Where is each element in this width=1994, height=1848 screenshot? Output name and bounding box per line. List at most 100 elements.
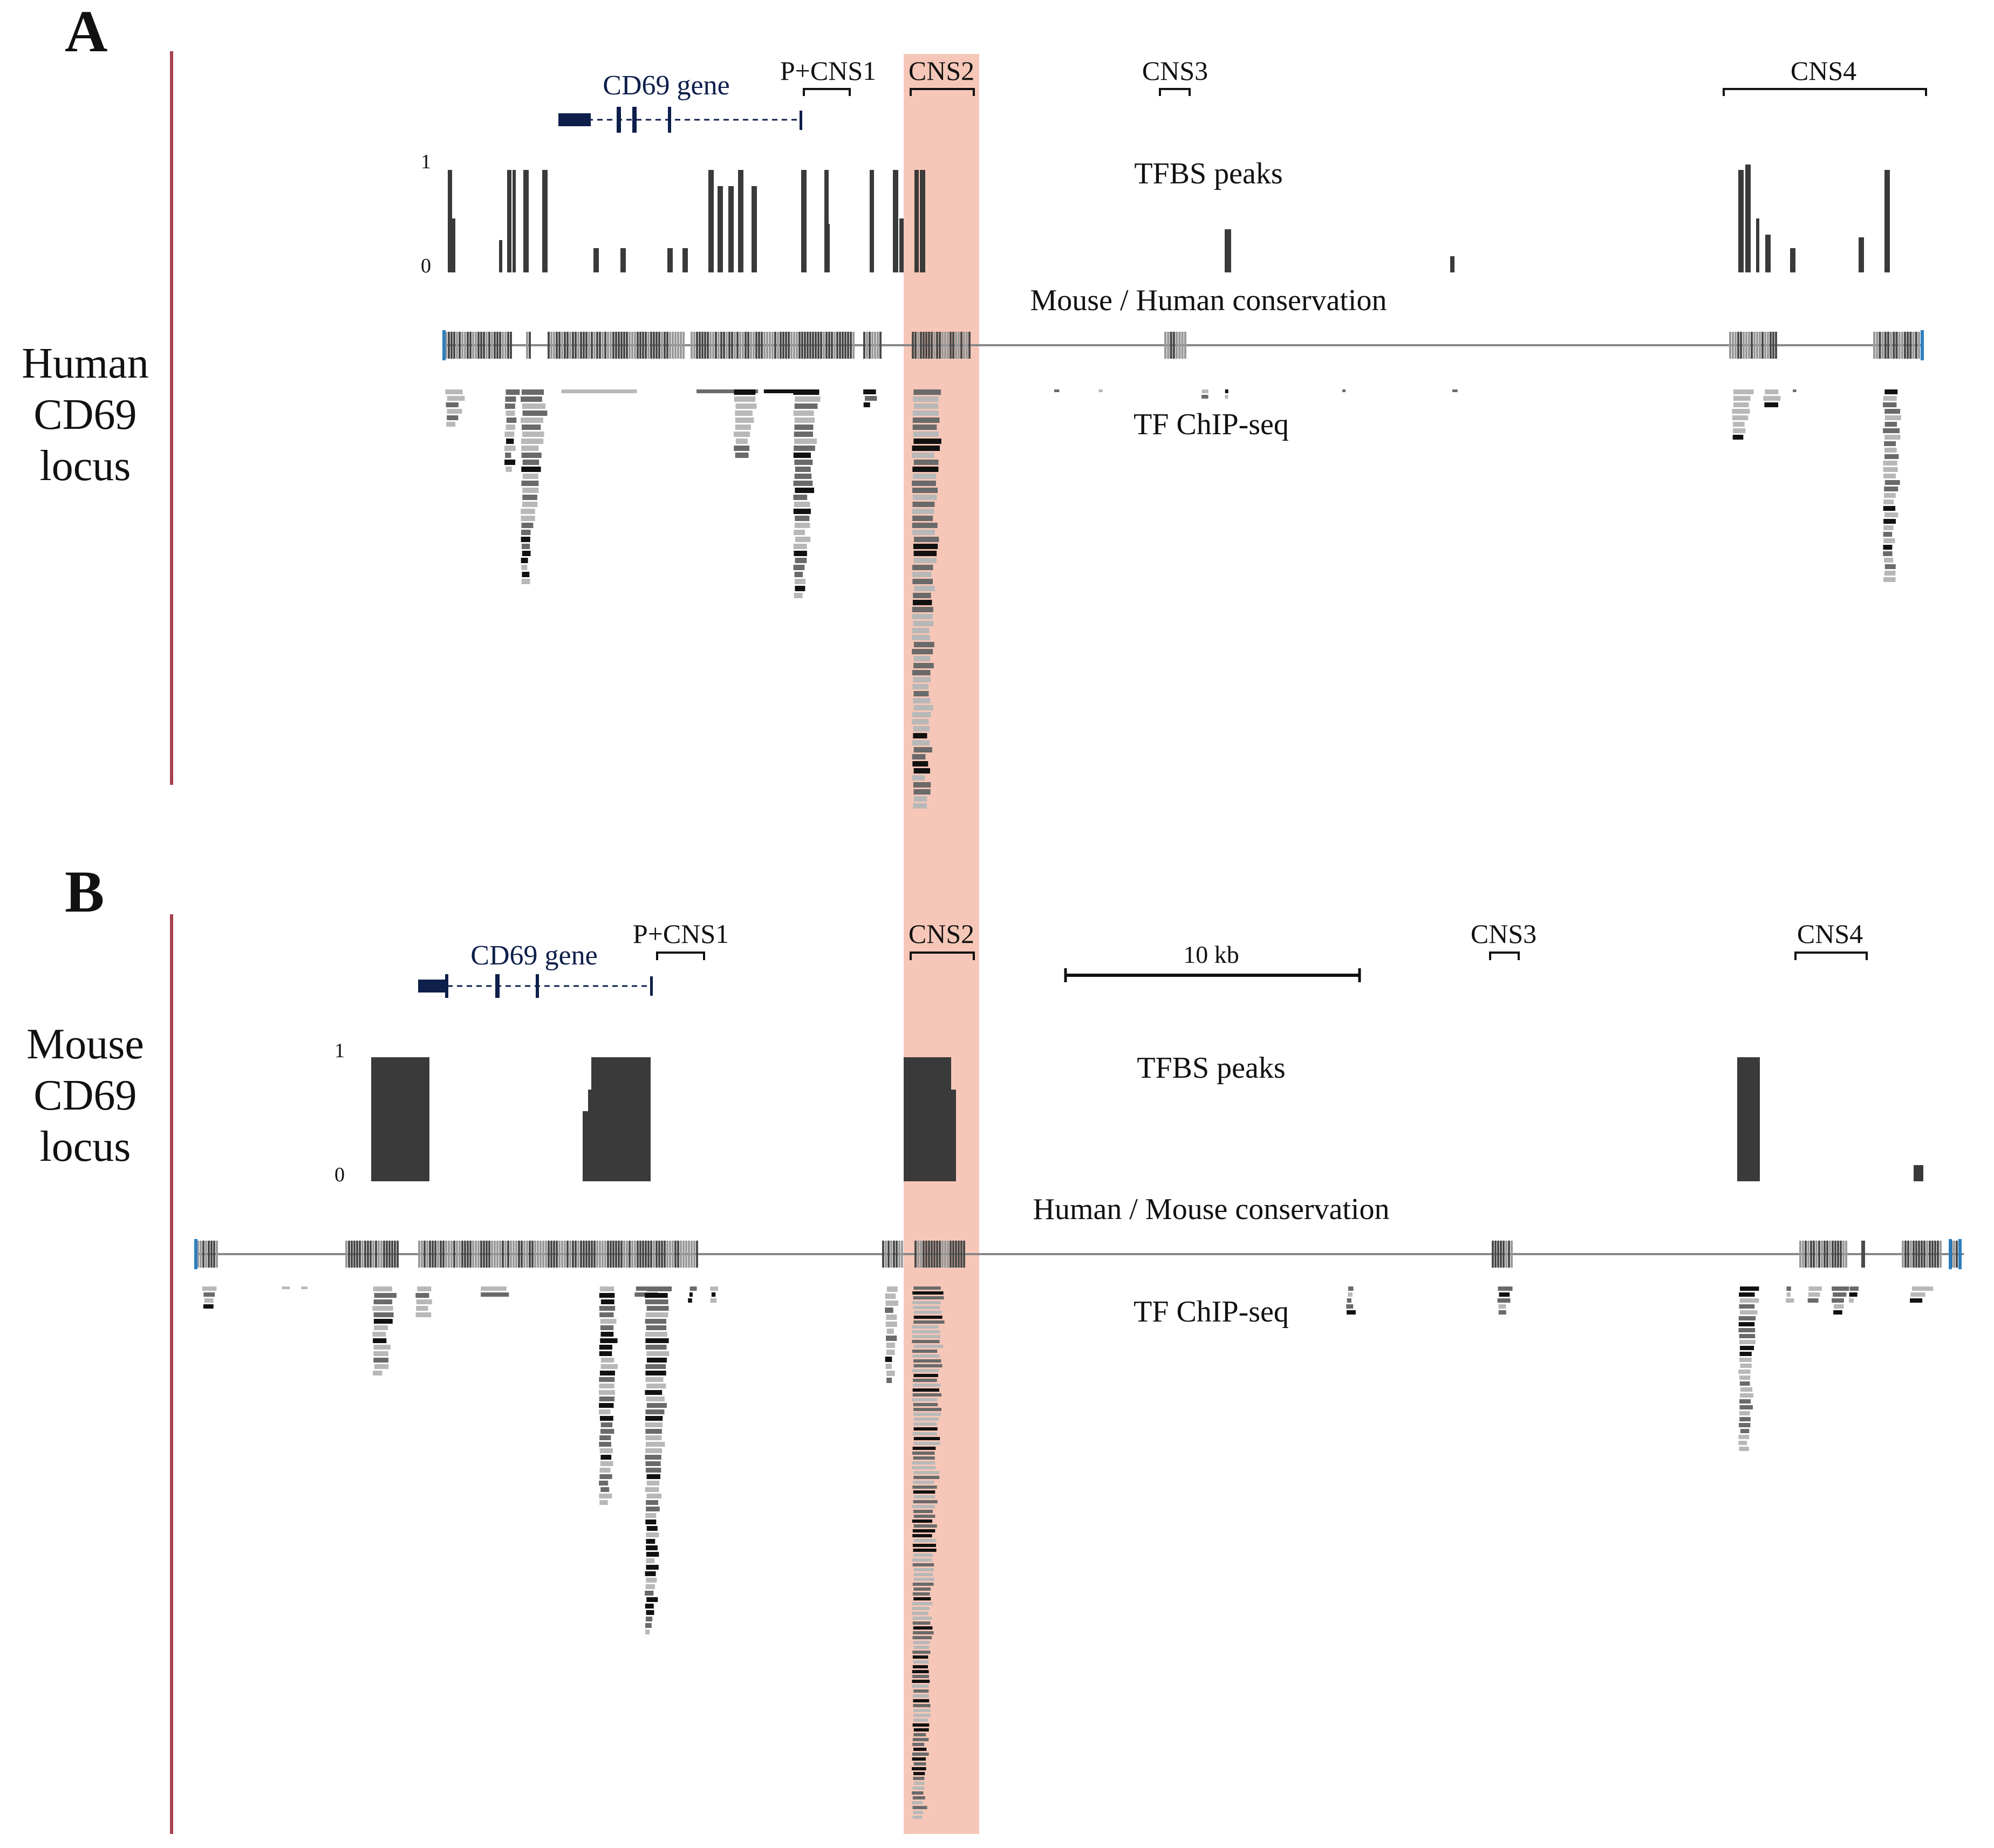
chipseq-peak bbox=[912, 1791, 924, 1795]
chipseq-peak bbox=[1884, 409, 1901, 414]
chipseq-peak bbox=[645, 1345, 667, 1350]
conservation-block bbox=[669, 332, 671, 359]
conservation-block bbox=[742, 332, 744, 359]
chipseq-peak bbox=[794, 432, 813, 437]
conservation-block bbox=[383, 1241, 385, 1268]
conservation-block bbox=[553, 332, 555, 359]
conservation-block bbox=[494, 332, 496, 359]
panel-a-region-bracket bbox=[1723, 88, 1927, 96]
chipseq-peak bbox=[1786, 1292, 1791, 1297]
chipseq-peak bbox=[912, 1350, 938, 1353]
conservation-block bbox=[1921, 1241, 1923, 1268]
conservation-block bbox=[653, 1241, 655, 1268]
chipseq-peak bbox=[912, 1398, 938, 1401]
conservation-block bbox=[513, 1241, 515, 1268]
conservation-block bbox=[1907, 332, 1909, 359]
chipseq-peak bbox=[912, 1694, 929, 1698]
conservation-block bbox=[607, 332, 609, 359]
tfbs-peak-bar bbox=[1225, 229, 1231, 272]
tfbs-peak-bar bbox=[827, 224, 830, 272]
conservation-block bbox=[577, 1241, 579, 1268]
tfbs-peak-bar bbox=[893, 170, 898, 272]
conservation-block bbox=[1505, 1241, 1507, 1268]
conservation-block bbox=[210, 1241, 213, 1268]
chipseq-peak bbox=[794, 446, 815, 451]
conservation-block bbox=[1902, 1241, 1904, 1268]
conservation-block bbox=[914, 332, 917, 359]
conservation-block bbox=[739, 332, 741, 359]
conservation-block bbox=[531, 1241, 534, 1268]
conservation-block bbox=[761, 332, 763, 359]
conservation-block bbox=[1931, 1241, 1934, 1268]
chipseq-peak bbox=[1739, 1340, 1756, 1344]
chipseq-peak bbox=[912, 1602, 933, 1605]
chipseq-peak bbox=[1793, 389, 1797, 392]
conservation-block bbox=[639, 1241, 641, 1268]
chipseq-peak bbox=[599, 1448, 613, 1453]
chipseq-peak bbox=[1733, 396, 1751, 401]
chipseq-peak bbox=[912, 1680, 930, 1683]
chipseq-peak bbox=[1098, 389, 1103, 392]
chipseq-peak bbox=[913, 439, 941, 444]
tfbs-peak-bar bbox=[1914, 1165, 1923, 1181]
chipseq-peak bbox=[646, 1545, 658, 1550]
chipseq-peak bbox=[1348, 1292, 1353, 1297]
chipseq-peak bbox=[912, 1558, 932, 1562]
conservation-block bbox=[445, 332, 447, 359]
conservation-block bbox=[623, 1241, 625, 1268]
conservation-block bbox=[599, 1241, 601, 1268]
chipseq-peak bbox=[913, 1320, 945, 1324]
panel-a-species-line-1: Human bbox=[22, 340, 149, 387]
conservation-block bbox=[661, 1241, 663, 1268]
conservation-block bbox=[1497, 1241, 1499, 1268]
conservation-block bbox=[461, 332, 463, 359]
conservation-block bbox=[464, 332, 466, 359]
tfbs-peak-bar bbox=[1738, 170, 1744, 272]
chipseq-peak bbox=[711, 1292, 716, 1297]
panel-a-region-label-cns4: CNS4 bbox=[1791, 56, 1856, 86]
tfbs-peak-bar bbox=[593, 248, 599, 272]
conservation-block bbox=[550, 332, 552, 359]
conservation-block bbox=[723, 332, 725, 359]
chipseq-peak bbox=[912, 1617, 932, 1620]
chipseq-peak bbox=[795, 516, 810, 521]
conservation-block bbox=[612, 1241, 614, 1268]
chipseq-peak bbox=[912, 1607, 930, 1610]
chipseq-peak bbox=[521, 579, 530, 584]
chipseq-peak bbox=[521, 439, 544, 444]
conservation-block bbox=[456, 1241, 458, 1268]
conservation-block bbox=[1953, 1241, 1955, 1268]
chipseq-peak bbox=[599, 1442, 611, 1447]
panel-a-region-bracket bbox=[1159, 88, 1191, 96]
conservation-block bbox=[939, 1241, 941, 1268]
conservation-block bbox=[1929, 1241, 1931, 1268]
conservation-block bbox=[1181, 332, 1184, 359]
chipseq-peak bbox=[645, 1468, 661, 1473]
conservation-end-marker bbox=[1921, 330, 1924, 360]
chipseq-peak bbox=[1497, 1298, 1511, 1303]
conservation-block bbox=[750, 332, 752, 359]
chipseq-peak bbox=[521, 417, 543, 423]
chipseq-peak bbox=[913, 1403, 938, 1406]
tfbs-peak-bar bbox=[622, 1065, 625, 1181]
conservation-block bbox=[955, 332, 957, 359]
conservation-block bbox=[558, 332, 561, 359]
conservation-block bbox=[200, 1241, 202, 1268]
conservation-block bbox=[432, 1241, 434, 1268]
conservation-block bbox=[914, 1241, 917, 1268]
chipseq-peak bbox=[1740, 1429, 1750, 1433]
chipseq-peak bbox=[912, 635, 931, 640]
conservation-block bbox=[545, 1241, 547, 1268]
chipseq-peak bbox=[913, 1456, 935, 1460]
conservation-block bbox=[550, 1241, 552, 1268]
chipseq-peak bbox=[913, 474, 937, 479]
panel-a-letter: A bbox=[65, 0, 107, 64]
chipseq-peak bbox=[912, 1621, 931, 1625]
panel-a-gene-exon bbox=[617, 107, 621, 133]
conservation-block bbox=[680, 1241, 682, 1268]
chipseq-peak bbox=[913, 789, 931, 795]
chipseq-peak bbox=[1832, 1286, 1849, 1291]
conservation-block bbox=[445, 1241, 447, 1268]
chipseq-peak bbox=[600, 1364, 618, 1369]
